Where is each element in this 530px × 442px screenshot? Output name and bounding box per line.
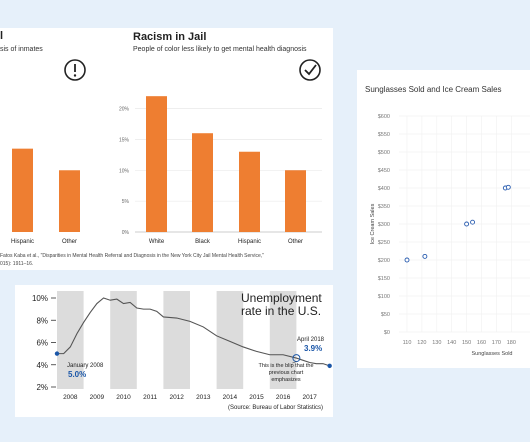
- unemployment-ytick-label: 10%: [32, 294, 48, 303]
- racism-ytick-label: 20%: [119, 107, 130, 113]
- sunglasses-ytick-label: $300: [378, 222, 390, 228]
- racism-ytick-label: 0%: [122, 230, 130, 236]
- racism-chart-subtitle: People of color less likely to get menta…: [133, 46, 307, 53]
- sunglasses-ytick-label: $150: [378, 276, 390, 282]
- year-band: [216, 291, 244, 389]
- sunglasses-xtick-label: 130: [432, 340, 441, 346]
- sunglasses-ytick-label: $500: [378, 150, 390, 156]
- racism-chart-title: Racism in Jail: [133, 31, 207, 43]
- sunglasses-ytick-label: $0: [384, 330, 390, 336]
- sunglasses-ytick-label: $200: [378, 258, 390, 264]
- annotation-start-value: 5.0%: [68, 370, 87, 379]
- sunglasses-ytick-label: $400: [378, 186, 390, 192]
- unemployment-ytick-label: 2%: [36, 383, 48, 392]
- sunglasses-xtick-label: 120: [417, 340, 426, 346]
- annotation-blip-note: This is the blip that the previous chart…: [258, 363, 314, 383]
- year-band: [110, 291, 137, 389]
- sunglasses-data-point: [464, 221, 470, 227]
- racism-chart: Hispanic Other 0% 5% 10% 15% 20% White Black Hisp…: [11, 59, 322, 245]
- unemployment-source: (Source: Bureau of Labor Statistics): [228, 405, 324, 411]
- unemployment-xtick-label: 2010: [116, 394, 131, 401]
- left-partial-bar: [12, 148, 33, 232]
- unemployment-line: [57, 297, 330, 367]
- sunglasses-xtick-label: 170: [492, 340, 501, 346]
- exclamation-circle-icon: [64, 59, 86, 81]
- annotation-start-label: January 2008: [67, 363, 104, 369]
- sunglasses-data-point: [470, 219, 476, 225]
- sunglasses-ytick-label: $100: [378, 294, 390, 300]
- unemployment-title-line2: rate in the U.S.: [241, 304, 322, 318]
- left-partial-category-label: Other: [62, 239, 77, 245]
- racism-bar: [239, 151, 260, 232]
- annotation-end-value: 3.9%: [304, 344, 323, 353]
- unemployment-xtick-label: 2017: [302, 394, 317, 401]
- sunglasses-chart-title: Sunglasses Sold and Ice Cream Sales: [365, 85, 502, 94]
- annotation-end-label: April 2018: [297, 337, 325, 343]
- unemployment-ytick-label: 4%: [36, 361, 48, 370]
- sunglasses-yaxis-title: Ice Cream Sales: [370, 203, 376, 244]
- sunglasses-xtick-label: 180: [507, 340, 516, 346]
- unemployment-xtick-label: 2015: [249, 394, 264, 401]
- sunglasses-ytick-label: $350: [378, 204, 390, 210]
- racism-bar: [146, 96, 167, 232]
- racism-ytick-label: 15%: [119, 137, 130, 143]
- unemployment-xtick-label: 2011: [143, 394, 157, 401]
- sunglasses-ytick-label: $250: [378, 240, 390, 246]
- left-chart-subtitle-fragment: sis of inmates: [0, 46, 43, 53]
- unemployment-xtick-label: 2009: [90, 394, 105, 401]
- sunglasses-card: Sunglasses Sold and Ice Cream Sales $0 $5…: [357, 70, 530, 368]
- source-note-line1: Fatos Kaba et al., "Disparities in Menta…: [0, 253, 264, 259]
- year-band: [57, 291, 84, 389]
- sunglasses-xaxis-title: Sunglasses Sold: [472, 351, 513, 357]
- year-band: [269, 291, 297, 389]
- blip-leader-line: [292, 361, 297, 364]
- checkmark-circle-icon: [299, 59, 321, 81]
- left-partial-category-label: Hispanic: [11, 239, 34, 245]
- left-chart-title-fragment: l: [0, 30, 4, 42]
- racism-bar: [285, 170, 306, 232]
- sunglasses-data-point: [404, 257, 410, 263]
- unemployment-xtick-label: 2008: [63, 394, 78, 401]
- unemployment-chart: 2% 4% 6% 8% 10% 2008 2009 2010 2011 2012 2013 2014 2…: [32, 291, 332, 401]
- sunglasses-xtick-label: 110: [403, 340, 412, 346]
- sunglasses-xtick-label: 150: [462, 340, 471, 346]
- sunglasses-data-point: [505, 184, 511, 190]
- racism-category-label: White: [149, 239, 165, 245]
- racism-category-label: Black: [195, 239, 211, 245]
- unemployment-ytick-label: 6%: [36, 339, 48, 348]
- start-point-marker: [54, 351, 60, 356]
- sunglasses-ytick-label: $600: [378, 114, 390, 120]
- unemployment-title: Unemployment rate in the U.S.: [241, 292, 322, 318]
- unemployment-xtick-label: 2016: [276, 394, 291, 401]
- end-point-marker: [327, 363, 332, 369]
- sunglasses-ytick-label: $50: [381, 312, 390, 318]
- sunglasses-xtick-label: 160: [477, 340, 486, 346]
- sunglasses-data-point: [422, 253, 428, 259]
- unemployment-xtick-label: 2012: [169, 394, 184, 401]
- racism-ytick-label: 5%: [122, 199, 130, 205]
- source-note-line2: 015): 1911–16.: [0, 261, 34, 267]
- racism-card: l sis of inmates Racism in Jail People o…: [0, 28, 333, 270]
- racism-category-label: Hispanic: [238, 239, 261, 245]
- racism-category-label: Other: [288, 239, 303, 245]
- year-band: [163, 291, 190, 389]
- sunglasses-ytick-label: $550: [378, 132, 390, 138]
- racism-bar: [192, 133, 213, 232]
- sunglasses-ytick-label: $450: [378, 168, 390, 174]
- unemployment-title-line1: Unemployment: [241, 291, 322, 305]
- sunglasses-xtick-label: 140: [447, 340, 456, 346]
- unemployment-ytick-label: 8%: [36, 316, 48, 325]
- unemployment-xtick-label: 2013: [196, 394, 211, 401]
- unemployment-card: 2% 4% 6% 8% 10% 2008 2009 2010 2011 2012 2013 2014 2…: [15, 285, 333, 417]
- unemployment-xtick-label: 2014: [223, 394, 238, 401]
- left-partial-bar: [59, 170, 80, 232]
- sunglasses-chart: $0 $50 $100 $150 $200 $250 $300 $350 $400 $450 $50…: [370, 114, 530, 357]
- racism-ytick-label: 10%: [119, 168, 130, 174]
